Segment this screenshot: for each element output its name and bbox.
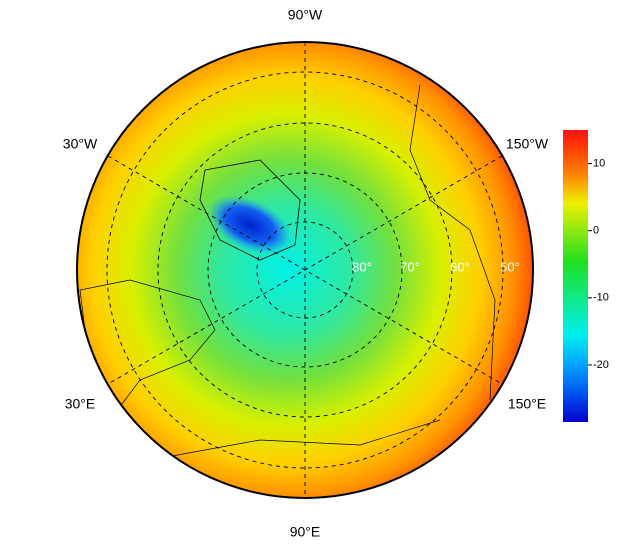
longitude-label: 150°E	[508, 396, 546, 412]
longitude-label: 30°W	[63, 136, 98, 152]
colorbar	[563, 130, 588, 422]
latitude-label: 80°	[352, 259, 372, 274]
latitude-label: 50°	[500, 259, 520, 274]
colorbar-tick-label: -20	[593, 359, 609, 371]
longitude-label: 90°W	[288, 7, 323, 23]
map-border	[76, 41, 534, 499]
longitude-label: 150°W	[506, 136, 549, 152]
colorbar-tick-label: 0	[593, 225, 599, 237]
longitude-label: 90°E	[290, 524, 321, 540]
latitude-label: 60°	[450, 259, 470, 274]
longitude-label: 30°E	[65, 396, 96, 412]
latitude-label: 70°	[400, 259, 420, 274]
colorbar-tick-label: 10	[593, 157, 605, 169]
colorbar-tick-label: -10	[593, 292, 609, 304]
temperature-field	[77, 42, 533, 498]
